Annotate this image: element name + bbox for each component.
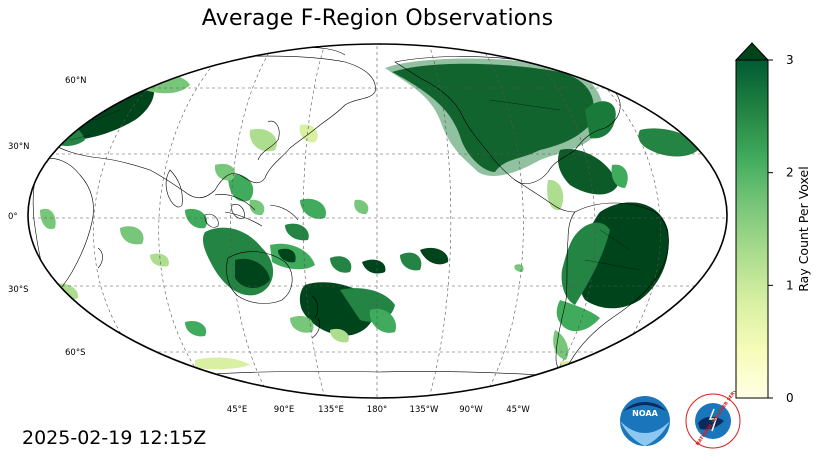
timestamp: 2025-02-19 12:15Z [22, 427, 207, 449]
colorbar-ticks: 0 1 2 3 [768, 53, 794, 405]
lat-label-60s: 60°S [65, 348, 85, 358]
colorbar-tick-label: 3 [786, 53, 794, 67]
colorbar-extend-arrow [734, 42, 770, 61]
colorbar-label: Ray Count Per Voxel [796, 166, 811, 291]
lon-label-135e: 135°E [318, 405, 344, 415]
colorbar-tick-label: 1 [786, 278, 794, 292]
agency-logos: NOAA NATIONAL WEATHER SERVICE [620, 391, 743, 449]
lon-label-90e: 90°E [274, 405, 294, 415]
noaa-logo-text: NOAA [632, 409, 658, 418]
lon-label-90w: 90°W [459, 405, 483, 415]
colorbar-gradient [735, 59, 769, 399]
lon-label-45w: 45°W [506, 405, 530, 415]
nws-logo: NATIONAL WEATHER SERVICE [685, 391, 743, 449]
map-title: Average F-Region Observations [201, 6, 554, 31]
lon-label-135w: 135°W [410, 405, 439, 415]
colorbar-tick-label: 0 [786, 391, 794, 405]
map-boundary [27, 43, 728, 399]
colorbar-tick-label: 2 [786, 166, 794, 180]
lat-label-30s: 30°S [8, 285, 28, 295]
noaa-logo: NOAA [620, 396, 670, 446]
lon-label-45e: 45°E [227, 405, 247, 415]
colorbar-body [734, 42, 770, 399]
lat-label-0: 0° [8, 212, 18, 222]
lat-label-60n: 60°N [65, 76, 86, 86]
lat-label-30n: 30°N [8, 142, 29, 152]
lon-label-180: 180° [367, 405, 387, 415]
